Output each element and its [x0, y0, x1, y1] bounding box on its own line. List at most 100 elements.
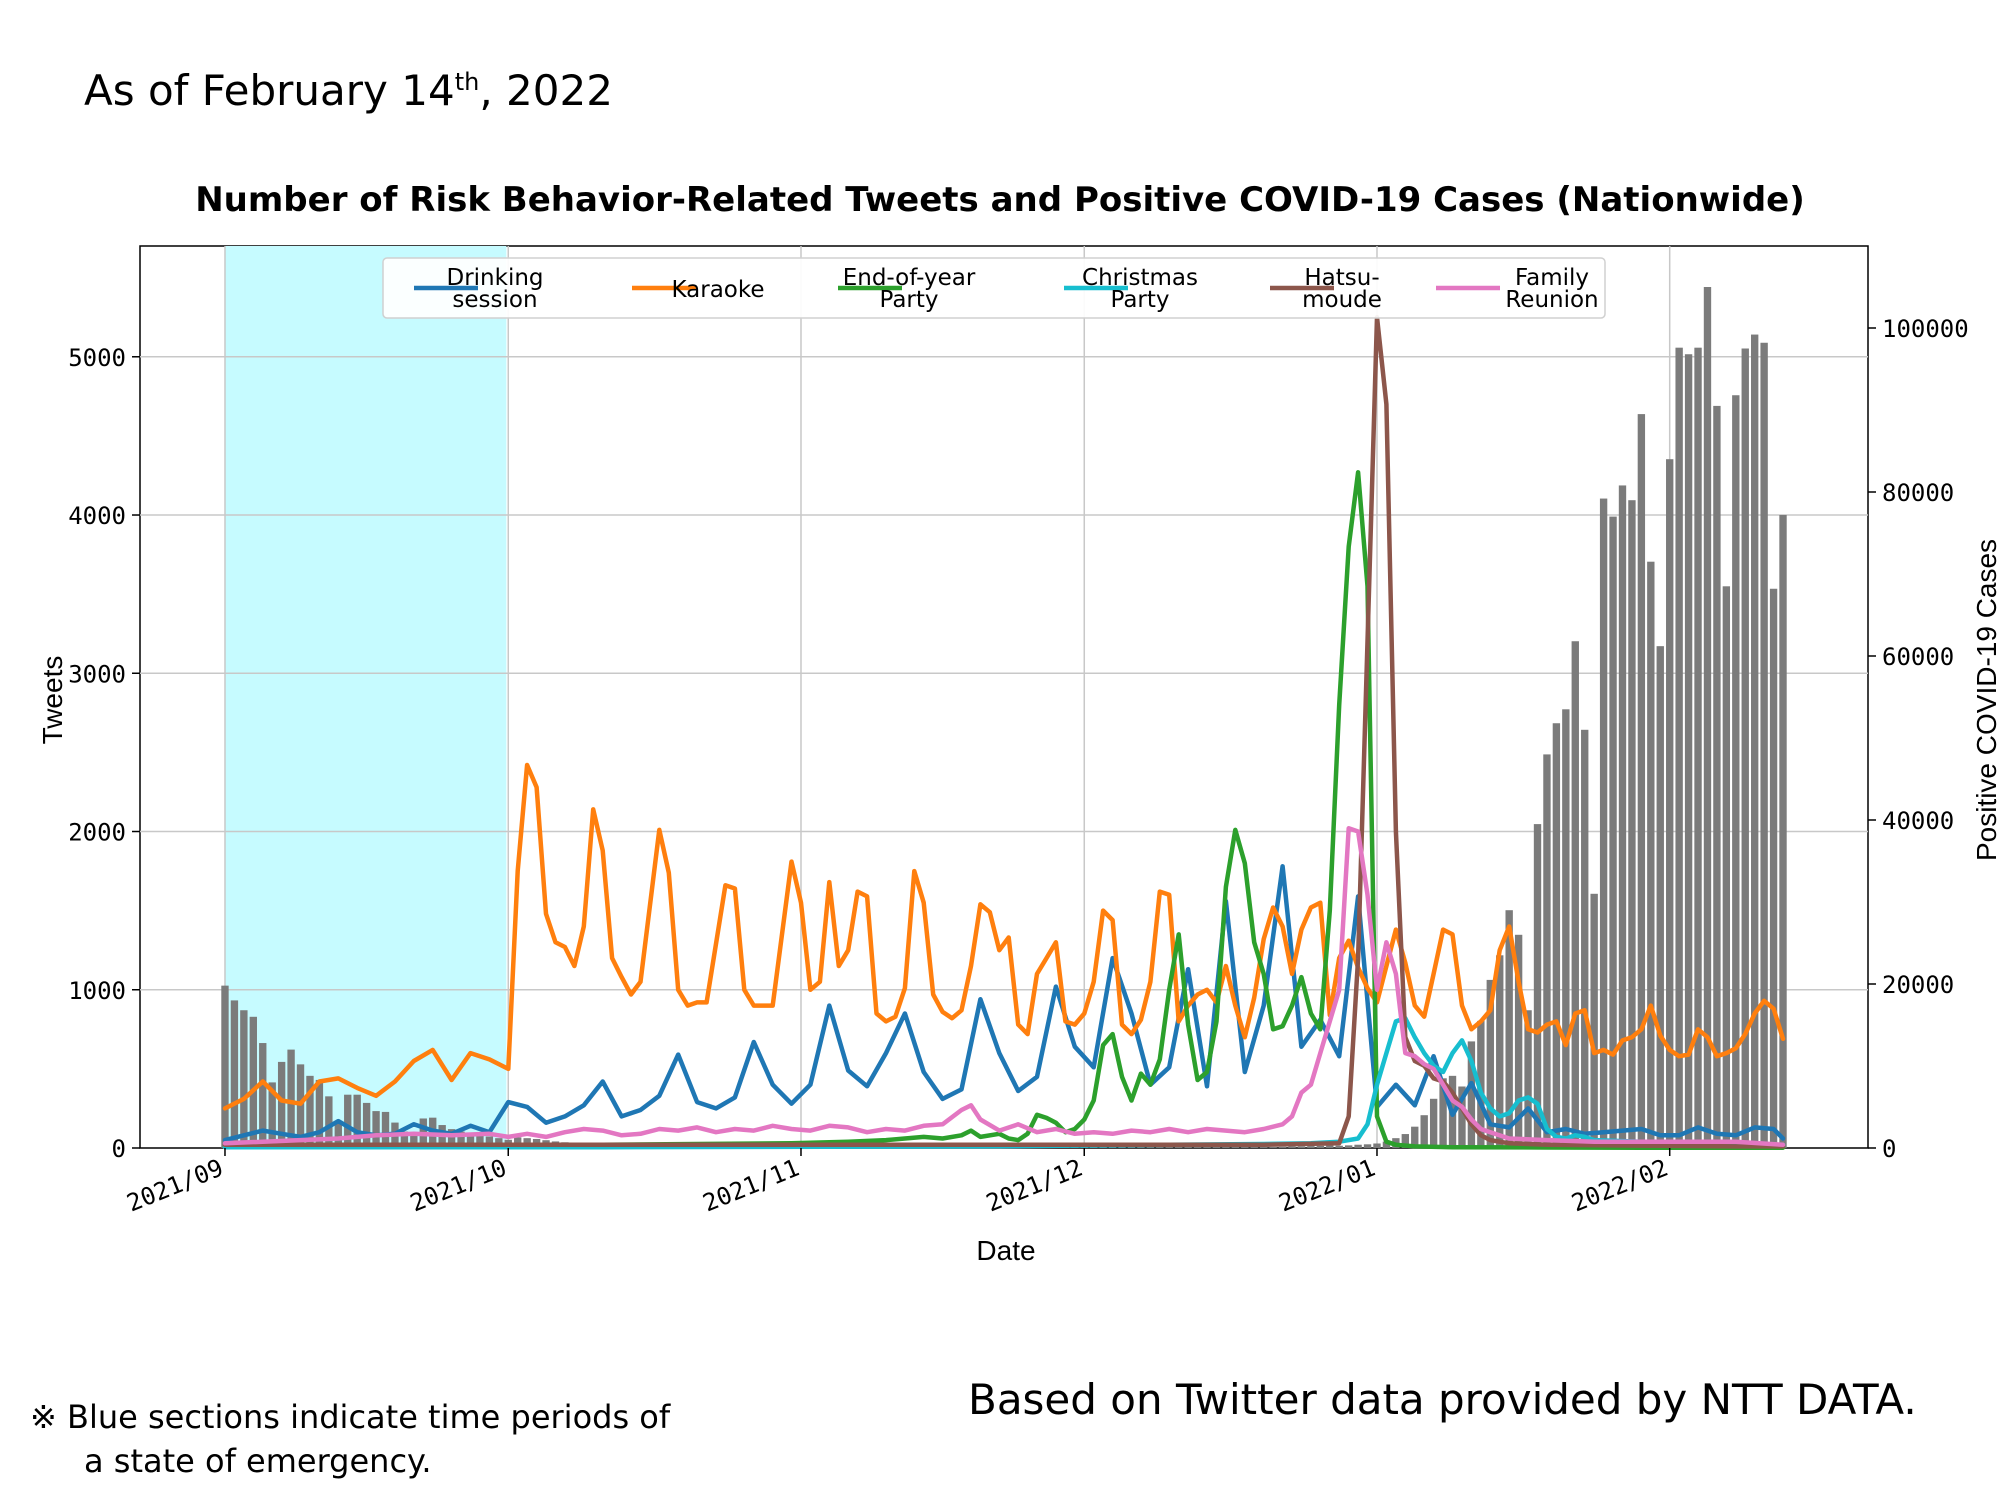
legend-label: Reunion	[1505, 287, 1598, 313]
cases-bar	[249, 1016, 257, 1148]
y-tick-label: 4000	[68, 502, 126, 530]
cases-bar	[1259, 1146, 1268, 1148]
legend-label: moude	[1302, 287, 1382, 313]
cases-bar	[1326, 1145, 1334, 1148]
cases-bar	[344, 1094, 352, 1148]
cases-bar	[1722, 586, 1731, 1148]
cases-bar	[1533, 824, 1542, 1148]
cases-bar	[1656, 646, 1664, 1148]
y-tick-label: 0	[112, 1135, 126, 1163]
data-source-note: Based on Twitter data provided by NTT DA…	[968, 1375, 1917, 1424]
cases-bar	[1590, 893, 1598, 1148]
cases-bar	[1175, 1146, 1183, 1148]
series-line-family-reunion	[222, 826, 1786, 1148]
cases-bar	[1769, 588, 1778, 1148]
footnote-line-2: a state of emergency.	[84, 1442, 432, 1480]
cases-bar	[1212, 1146, 1221, 1148]
cases-bar	[259, 1043, 267, 1148]
cases-bar	[240, 1010, 248, 1148]
legend-label: Karaoke	[671, 277, 764, 303]
cases-bar	[1514, 934, 1523, 1148]
y2-axis-label: Positive COVID-19 Cases	[1971, 539, 2000, 861]
cases-bar	[1741, 348, 1749, 1148]
cases-bar	[306, 1075, 314, 1148]
cases-bar	[1779, 514, 1787, 1148]
legend-box	[382, 257, 1606, 319]
cases-bar	[1382, 1141, 1391, 1148]
cases-bar	[296, 1064, 305, 1148]
as-of-date-suffix: , 2022	[479, 66, 613, 115]
cases-bar	[1552, 723, 1561, 1148]
cases-bar	[1307, 1146, 1315, 1148]
cases-bar	[1458, 1086, 1466, 1148]
cases-bar	[1127, 1147, 1136, 1148]
cases-bar	[476, 1134, 484, 1148]
footnote-line-1: ※ Blue sections indicate time periods of	[30, 1398, 671, 1436]
x-tick-label: 2022/01	[1275, 1154, 1379, 1218]
as-of-date-prefix: As of February 14	[84, 66, 455, 115]
cases-bar	[287, 1049, 295, 1148]
cases-bar	[1703, 287, 1712, 1148]
x-tick-label: 2021/10	[406, 1154, 510, 1218]
cases-bar	[1354, 1144, 1362, 1148]
cases-bar	[466, 1133, 475, 1148]
cases-bar	[1628, 500, 1636, 1148]
cases-bar	[410, 1134, 418, 1148]
x-tick-label: 2022/02	[1568, 1154, 1672, 1218]
cases-bar	[1751, 334, 1759, 1148]
cases-bar	[1439, 1078, 1447, 1148]
series-line-drinking-session	[222, 864, 1786, 1143]
legend-label: Drinking	[446, 265, 543, 291]
cases-bar	[1732, 395, 1740, 1148]
as-of-date-ordinal: th	[454, 68, 480, 96]
y-tick-label: 1000	[68, 977, 126, 1005]
cases-bar	[1269, 1146, 1277, 1148]
cases-bar	[362, 1102, 371, 1148]
cases-bar	[1760, 342, 1768, 1148]
cases-bar	[1401, 1134, 1409, 1148]
cases-bar	[1684, 354, 1693, 1148]
cases-bar	[457, 1131, 465, 1148]
cases-bar	[1571, 641, 1579, 1148]
cases-bar	[1241, 1146, 1249, 1148]
cases-bar	[1599, 498, 1608, 1148]
legend-label: Christmas	[1082, 265, 1198, 291]
cases-bar	[447, 1129, 456, 1148]
cases-bar	[1618, 485, 1627, 1148]
cases-bar	[277, 1061, 286, 1148]
cases-bar	[1288, 1146, 1296, 1148]
y2-tick-label: 80000	[1882, 479, 1954, 507]
cases-bar	[1118, 1147, 1126, 1148]
cases-bar	[1156, 1146, 1164, 1148]
cases-bar	[221, 985, 229, 1148]
cases-bar	[381, 1111, 390, 1148]
cases-bar	[1297, 1146, 1306, 1148]
legend-label: Family	[1515, 265, 1589, 291]
y-axis-label: Tweets	[37, 656, 68, 745]
cases-bar	[1496, 955, 1504, 1148]
y-tick-label: 5000	[68, 344, 126, 372]
cases-bar	[334, 1121, 342, 1148]
cases-bar	[230, 1000, 239, 1148]
cases-bar	[372, 1111, 380, 1148]
cases-bar	[1411, 1126, 1419, 1148]
as-of-date: As of February 14th, 2022	[84, 66, 613, 115]
x-axis-label: Date	[976, 1235, 1035, 1266]
cases-bar	[1675, 347, 1683, 1148]
cases-bar	[1467, 1041, 1476, 1148]
cases-bar	[1429, 1098, 1438, 1148]
x-tick-label: 2021/11	[699, 1154, 803, 1218]
series-line-karaoke	[222, 762, 1786, 1111]
y2-tick-label: 100000	[1882, 315, 1969, 343]
cases-bar	[1609, 516, 1617, 1148]
emergency-period-band	[224, 246, 507, 1148]
legend-label: End-of-year	[843, 265, 976, 291]
cases-bar	[1524, 1010, 1532, 1148]
cases-bar	[1344, 1145, 1353, 1148]
cases-bar	[1486, 979, 1494, 1148]
cases-bar	[325, 1096, 333, 1148]
series-line-end-of-year-party	[222, 470, 1786, 1150]
cases-bar	[1250, 1146, 1258, 1148]
y2-tick-label: 20000	[1882, 971, 1954, 999]
